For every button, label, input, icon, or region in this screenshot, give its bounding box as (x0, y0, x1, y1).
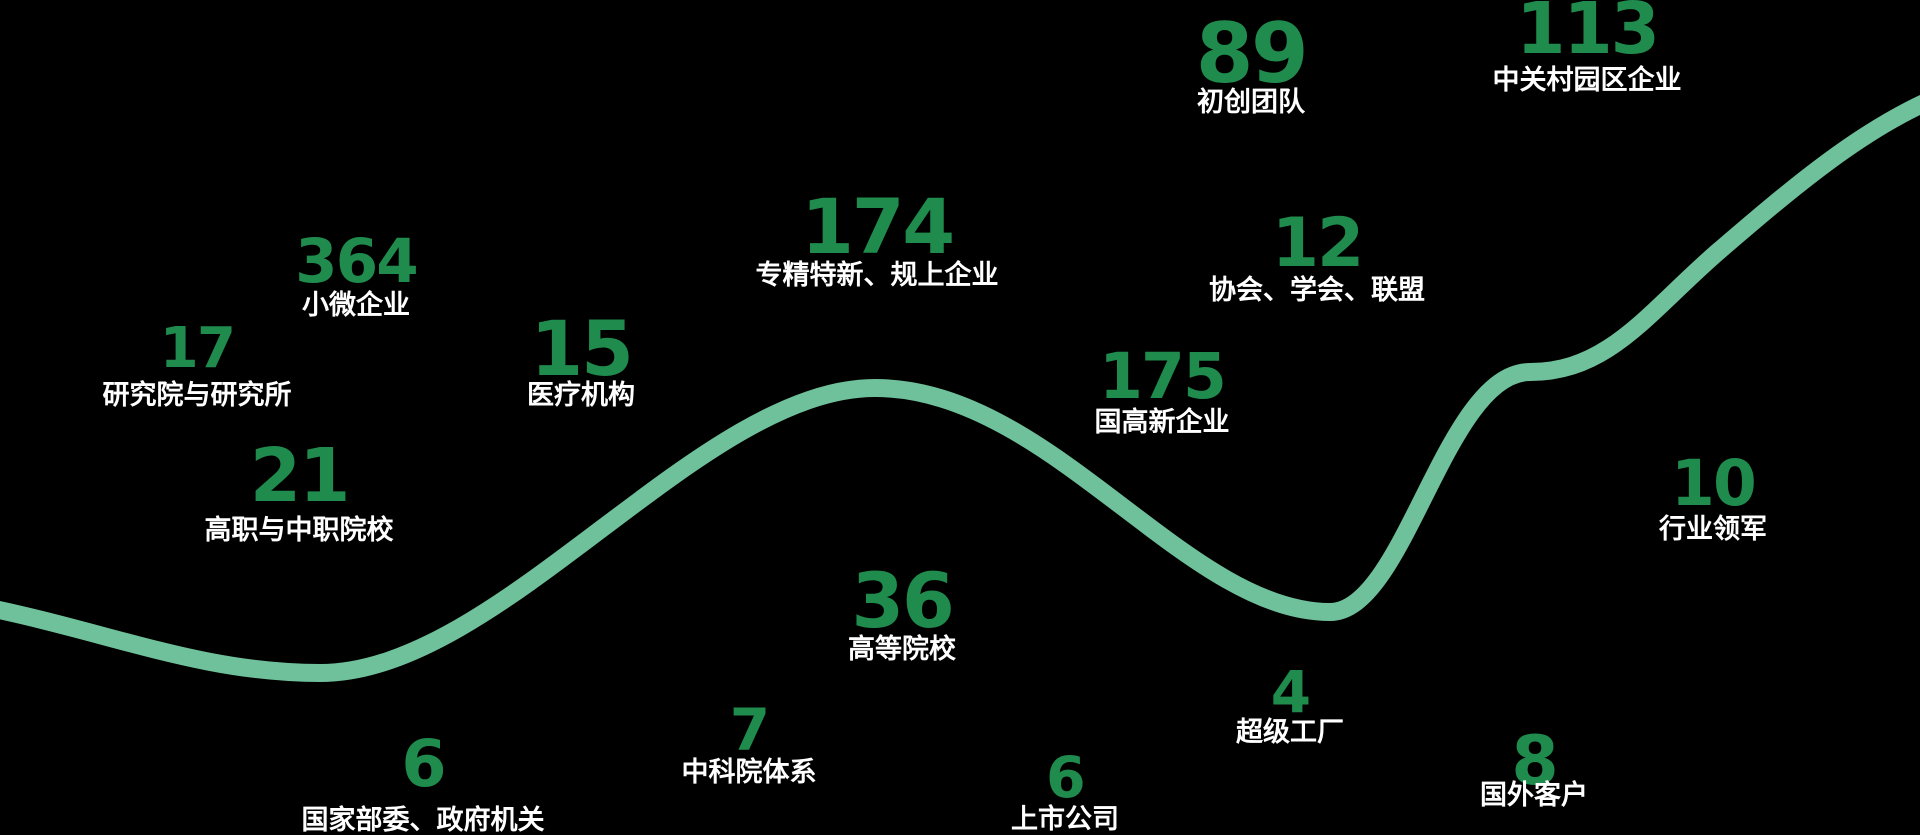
stat-label: 国高新企业 (1094, 407, 1230, 438)
stat-value: 113 (1516, 0, 1660, 71)
stat-value: 4 (1270, 658, 1311, 727)
stat-value: 364 (295, 225, 419, 297)
stat-value: 6 (401, 727, 446, 803)
stat-label: 医疗机构 (527, 380, 635, 411)
stat-value: 15 (530, 303, 633, 393)
stat-value: 17 (159, 316, 236, 382)
stat-value: 8 (1511, 721, 1558, 801)
stat-label: 协会、学会、联盟 (1209, 275, 1425, 306)
stat-value: 10 (1671, 447, 1757, 521)
stat-label: 高职与中职院校 (204, 515, 394, 546)
stat-label: 中科院体系 (681, 757, 817, 788)
stat-label: 国家部委、政府机关 (301, 805, 545, 835)
wave-curve-line (0, 94, 1920, 683)
stat-label: 初创团队 (1197, 87, 1305, 118)
stat-label: 小微企业 (302, 290, 410, 321)
stat-value: 7 (729, 696, 770, 765)
stat-value: 12 (1271, 203, 1365, 283)
stat-label: 高等院校 (848, 634, 956, 665)
stat-value: 89 (1195, 5, 1309, 103)
stat-value: 175 (1099, 340, 1227, 414)
stat-value: 174 (801, 181, 955, 271)
stat-label: 中关村园区企业 (1492, 65, 1682, 96)
stat-label: 研究院与研究所 (102, 380, 292, 411)
stat-label: 上市公司 (1011, 804, 1119, 835)
stat-label: 专精特新、规上企业 (755, 260, 999, 291)
stat-label: 超级工厂 (1236, 717, 1344, 748)
stat-value: 36 (851, 555, 954, 645)
stat-label: 行业领军 (1659, 514, 1767, 545)
stat-value: 21 (249, 433, 351, 520)
stat-value: 6 (1046, 745, 1086, 812)
stat-label: 国外客户 (1480, 780, 1588, 811)
